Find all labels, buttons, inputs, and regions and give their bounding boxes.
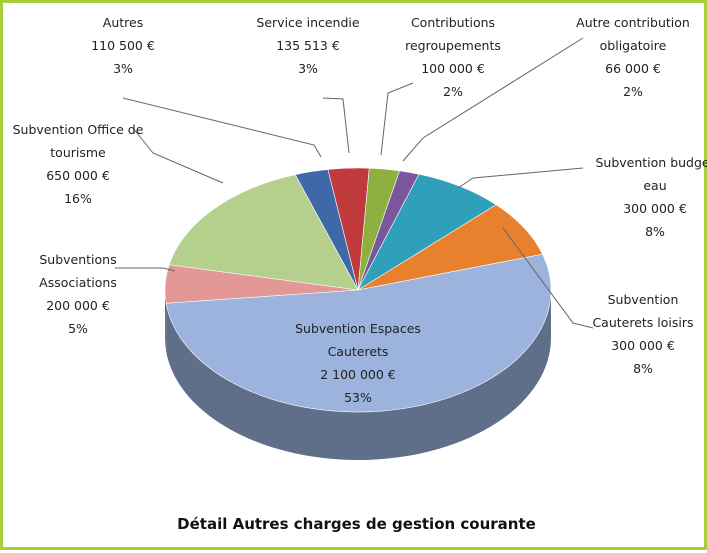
- category-label: Service incendie: [256, 15, 360, 30]
- slice-side: [166, 290, 552, 460]
- data-label: Subvention Office de tourisme 650 000 € 16…: [8, 118, 148, 210]
- value-label: 66 000 €: [605, 61, 661, 76]
- leader-line: [132, 127, 224, 184]
- percent-label: 2%: [623, 84, 643, 99]
- category-label: Subventions Associations: [39, 252, 117, 290]
- leader-line: [322, 97, 350, 154]
- chart-title: Détail Autres charges de gestion courant…: [177, 515, 536, 533]
- value-label: 2 100 000 €: [320, 367, 396, 382]
- data-label: Subvention Espaces Cauterets 2 100 000 € 5…: [288, 317, 428, 409]
- category-label: Subvention Office de tourisme: [12, 122, 144, 160]
- value-label: 110 500 €: [91, 38, 155, 53]
- category-label: Subvention Cauterets loisirs: [592, 292, 694, 330]
- category-label: Subvention budget eau: [595, 155, 707, 193]
- category-label: Autres: [102, 15, 144, 30]
- value-label: 100 000 €: [421, 61, 485, 76]
- chart: [115, 37, 594, 460]
- value-label: 200 000 €: [46, 298, 110, 313]
- value-label: 135 513 €: [276, 38, 340, 53]
- data-label: Subvention budget eau 300 000 € 8%: [590, 151, 707, 243]
- value-label: 300 000 €: [611, 338, 675, 353]
- data-label: Service incendie 135 513 € 3%: [243, 11, 373, 80]
- leader-line: [402, 37, 584, 162]
- percent-label: 8%: [633, 361, 653, 376]
- value-label: 650 000 €: [46, 168, 110, 183]
- percent-label: 53%: [344, 390, 372, 405]
- percent-label: 16%: [64, 191, 92, 206]
- leader-line: [502, 227, 594, 329]
- data-label: Subvention Cauterets loisirs 300 000 € 8%: [588, 288, 698, 380]
- leader-line: [122, 97, 322, 158]
- category-label: Subvention Espaces Cauterets: [295, 321, 421, 359]
- slice-side: [165, 290, 167, 352]
- slice: [168, 174, 359, 291]
- leader-line: [115, 267, 176, 272]
- category-label: Autre contribution obligatoire: [576, 15, 690, 53]
- leader-line: [457, 167, 584, 189]
- leader-line: [380, 82, 414, 156]
- data-label: Autre contribution obligatoire 66 000 € 2%: [568, 11, 698, 103]
- percent-label: 3%: [113, 61, 133, 76]
- percent-label: 8%: [645, 224, 665, 239]
- slice: [165, 253, 552, 413]
- category-label: Contributions regroupements: [405, 15, 501, 53]
- percent-label: 5%: [68, 321, 88, 336]
- value-label: 300 000 €: [623, 201, 687, 216]
- percent-label: 2%: [443, 84, 463, 99]
- percent-label: 3%: [298, 61, 318, 76]
- data-label: Subventions Associations 200 000 € 5%: [28, 248, 128, 340]
- data-label: Contributions regroupements 100 000 € 2%: [393, 11, 513, 103]
- data-label: Autres 110 500 € 3%: [83, 11, 163, 80]
